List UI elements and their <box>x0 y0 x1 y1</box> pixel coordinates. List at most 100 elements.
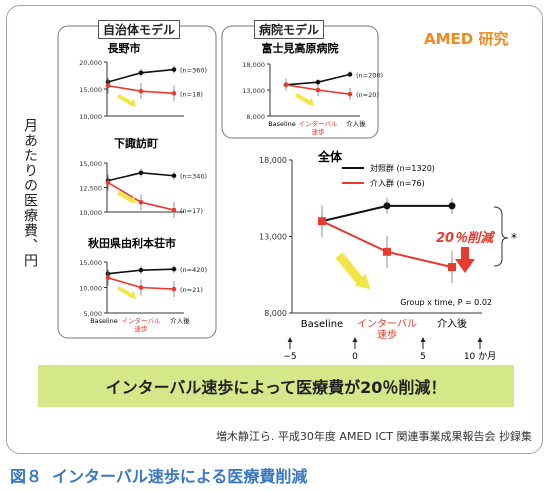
yurihonjo-series-0-point <box>171 266 177 272</box>
shimosuwa-series-0-point <box>138 170 144 176</box>
yurihonjo-xlabel-after: 介入後 <box>170 316 190 325</box>
overall-time-tick-label: −5 <box>283 352 296 362</box>
overall-time-tick-arrowhead <box>287 337 293 342</box>
yurihonjo-xlabel-baseline: Baseline <box>90 317 118 325</box>
nagano-series-1-point <box>105 83 111 89</box>
overall-time-tick-arrowhead <box>420 337 426 342</box>
overall-xlabel-interval-1: インターバル <box>357 318 417 330</box>
overall-series-1-point <box>448 263 456 272</box>
fujimi-decrease-arrowhead <box>306 98 315 106</box>
overall-reduction-arrow-shaft <box>461 247 469 261</box>
nagano-series-1-point <box>171 91 177 96</box>
fujimi-xlabel-after: 介入後 <box>346 119 366 128</box>
nagano-series-1-point <box>138 88 144 94</box>
fujimi-ytick-label: 18,000 <box>242 61 265 69</box>
overall-reduction-label: 20％削減 <box>436 230 495 246</box>
nagano-ytick-label: 15,000 <box>79 86 102 94</box>
overall-decrease-arrowhead <box>354 273 371 290</box>
overall-time-tick-label: 5 <box>420 352 426 362</box>
overall-xlabel-interval-2: 速歩 <box>377 328 397 341</box>
yurihonjo-title: 秋田県由利本荘市 <box>88 236 176 250</box>
yurihonjo-xlabel-interval-1: インターバル <box>122 316 161 325</box>
figure-caption: 図８ インターバル速歩による医療費削減 <box>10 463 317 487</box>
figure-caption-text: インターバル速歩による医療費削減 <box>52 467 308 486</box>
yurihonjo-series-1-n-label: (n=21) <box>180 286 203 294</box>
overall-pvalue-label: Group x time, P = 0.02 <box>400 298 492 307</box>
overall-significance-star: * <box>511 231 517 245</box>
fujimi-ytick-label: 13,000 <box>242 87 265 95</box>
overall-legend-intervention-label: 介入群 (n=76) <box>370 178 425 188</box>
shimosuwa-series-1-point <box>138 199 144 205</box>
yurihonjo-series-0-n-label: (n=420) <box>180 266 207 274</box>
fujimi-series-1-point <box>283 82 289 88</box>
nagano-series-0-point <box>171 67 177 72</box>
nagano-title: 長野市 <box>108 41 141 55</box>
overall-series-0-point <box>383 202 391 210</box>
figure-number: 図８ <box>10 467 43 486</box>
citation: 増木静江ら. 平成30年度 AMED ICT 関連事業成果報告会 抄録集 <box>215 430 532 443</box>
overall-title: 全体 <box>317 149 343 164</box>
overall-time-tick-label: 10 か月 <box>464 351 496 362</box>
nagano-ytick-label: 10,000 <box>79 113 102 121</box>
nagano-decrease-arrow <box>117 94 133 106</box>
shimosuwa-ytick-label: 10,000 <box>79 209 102 217</box>
fujimi-xlabel-baseline: Baseline <box>268 120 296 128</box>
nagano-ytick-label: 20,000 <box>79 59 102 67</box>
shimosuwa-series-1-point <box>171 207 177 213</box>
overall-ytick-label: 18,000 <box>259 156 287 165</box>
fujimi-ytick-label: 8,000 <box>246 113 265 121</box>
overall-series-1-point <box>318 217 326 226</box>
fujimi-series-1-n-label: (n=20) <box>356 91 379 99</box>
shimosuwa-series-0-point <box>171 173 177 179</box>
nagano-series-1-n-label: (n=18) <box>180 90 203 98</box>
shimosuwa-series-1-point <box>105 180 111 185</box>
yurihonjo-ytick-label: 10,000 <box>79 285 102 293</box>
overall-decrease-arrow <box>335 252 366 287</box>
summary-banner: インターバル速歩によって医療費が20％削減！ <box>38 365 514 407</box>
yurihonjo-series-1-point <box>105 275 111 281</box>
fujimi-series-0-point <box>315 79 321 85</box>
overall-legend-control-label: 対照群 (n=1320) <box>370 163 435 173</box>
y-axis-label: 月あたりの医療費、円 <box>22 118 38 268</box>
fujimi-series-1-point <box>315 87 321 93</box>
yurihonjo-decrease-arrowhead <box>128 291 137 299</box>
yurihonjo-ytick-label: 5,000 <box>83 310 102 318</box>
brand-label: AMED 研究 <box>424 30 509 48</box>
shimosuwa-decrease-arrow <box>117 190 133 203</box>
overall-xlabel-after: 介入後 <box>437 317 467 330</box>
fujimi-series-0-n-label: (n=200) <box>356 71 383 79</box>
overall-time-tick-arrowhead <box>477 337 483 342</box>
overall-series-1-point <box>383 247 391 256</box>
yurihonjo-decrease-arrow <box>117 286 133 298</box>
municipal-group-label: 自治体モデル <box>98 20 181 39</box>
fujimi-title: 富士見高原病院 <box>262 41 339 55</box>
nagano-series-0-n-label: (n=360) <box>180 67 207 75</box>
shimosuwa-ytick-label: 12,500 <box>79 185 102 193</box>
yurihonjo-series-1-point <box>171 286 177 292</box>
overall-xlabel-baseline: Baseline <box>301 319 343 330</box>
fujimi-series-0-point <box>347 72 353 77</box>
yurihonjo-series-1-point <box>138 285 144 290</box>
overall-significance-bracket <box>493 206 509 267</box>
yurihonjo-series-0-point <box>138 267 144 273</box>
overall-ytick-label: 8,000 <box>264 309 287 318</box>
shimosuwa-title: 下諏訪町 <box>114 136 158 150</box>
yurihonjo-ytick-label: 15,000 <box>79 259 102 267</box>
fujimi-decrease-arrow <box>295 93 311 105</box>
overall-time-tick-label: 0 <box>352 352 358 362</box>
nagano-decrease-arrowhead <box>128 98 137 107</box>
overall-series-0-point <box>448 202 456 210</box>
fujimi-series-1-point <box>347 91 353 97</box>
shimosuwa-series-1-n-label: (n=17) <box>180 207 203 215</box>
overall-reduction-arrowhead <box>455 259 475 273</box>
fujimi-xlabel-interval-1: インターバル <box>299 119 338 128</box>
shimosuwa-ytick-label: 15,000 <box>79 160 102 168</box>
yurihonjo-xlabel-interval-2: 速歩 <box>135 324 149 333</box>
overall-time-tick-arrowhead <box>352 337 358 342</box>
summary-banner-text: インターバル速歩によって医療費が20％削減！ <box>105 378 447 397</box>
overall-ytick-label: 13,000 <box>259 233 287 242</box>
hospital-group-label: 病院モデル <box>254 20 325 39</box>
nagano-series-0-point <box>138 70 144 76</box>
shimosuwa-decrease-arrowhead <box>128 195 137 204</box>
